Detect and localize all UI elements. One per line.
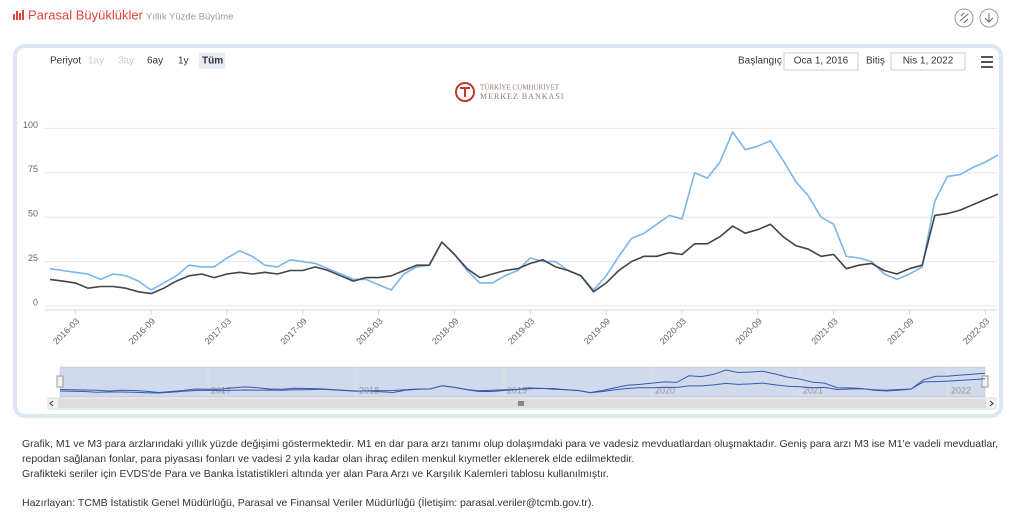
navigator-selection[interactable]	[60, 367, 985, 397]
footer: Grafik, M1 ve M3 para arzlarındaki yıllı…	[22, 437, 1007, 511]
period-label: Periyot	[50, 56, 81, 67]
y-tick-label: 75	[28, 164, 38, 174]
header-title: Parasal Büyüklükler	[28, 7, 144, 22]
download-icon	[984, 13, 994, 23]
period-button[interactable]: 1ay	[88, 56, 104, 67]
period-button-bg	[199, 53, 225, 69]
logo-line1: TÜRKİYE CUMHURİYET	[480, 84, 560, 92]
navigator-label: 2021	[803, 385, 823, 395]
end-label: Bitiş	[866, 56, 885, 67]
scrollbar-thumb[interactable]	[58, 399, 986, 408]
navigator-label: 2020	[655, 385, 675, 395]
footer-paragraph: Grafik, M1 ve M3 para arzlarındaki yıllı…	[22, 438, 999, 465]
start-label: Başlangıç	[738, 56, 782, 67]
chart-frame	[13, 44, 1003, 418]
period-button[interactable]: 1y	[178, 56, 189, 67]
footer-paragraph: Hazırlayan: TCMB İstatistik Genel Müdürl…	[22, 497, 595, 509]
logo-glyph	[460, 87, 470, 97]
y-tick-label: 100	[23, 120, 38, 130]
start-input[interactable]	[783, 52, 859, 71]
end-value[interactable]: Nis 1, 2022	[903, 56, 954, 67]
y-tick-label: 50	[28, 209, 38, 219]
menu-button[interactable]	[981, 56, 993, 68]
navigator-handle-left[interactable]	[56, 375, 64, 388]
y-tick-label: 25	[28, 253, 38, 263]
period-button[interactable]: Tüm	[202, 56, 223, 67]
chart: Parasal Büyüklükler Yıllık Yüzde Büyüme …	[13, 7, 1003, 418]
navigator-label: 2022	[951, 385, 971, 395]
y-tick-label: 0	[33, 297, 38, 307]
scrollbar-arrows[interactable]	[49, 400, 994, 407]
share-icon	[959, 12, 969, 24]
period-button[interactable]: 6ay	[147, 56, 163, 67]
series-line	[49, 193, 999, 295]
series-line	[49, 131, 999, 291]
footer-paragraph: Grafikteki seriler için EVDS'de Para ve …	[22, 468, 609, 480]
end-input[interactable]	[890, 52, 966, 71]
navigator-handle-right[interactable]	[981, 375, 989, 388]
scrollbar-grip	[518, 401, 524, 406]
header-subtitle: Yıllık Yüzde Büyüme	[146, 12, 233, 23]
start-value[interactable]: Oca 1, 2016	[794, 56, 849, 67]
period-button[interactable]: 3ay	[118, 56, 134, 67]
navigator-background	[59, 366, 986, 398]
navigator-line	[59, 378, 986, 394]
logo-line2: MERKEZ BANKASI	[480, 92, 564, 101]
navigator-label: 2019	[507, 385, 527, 395]
header-icon	[13, 10, 24, 20]
